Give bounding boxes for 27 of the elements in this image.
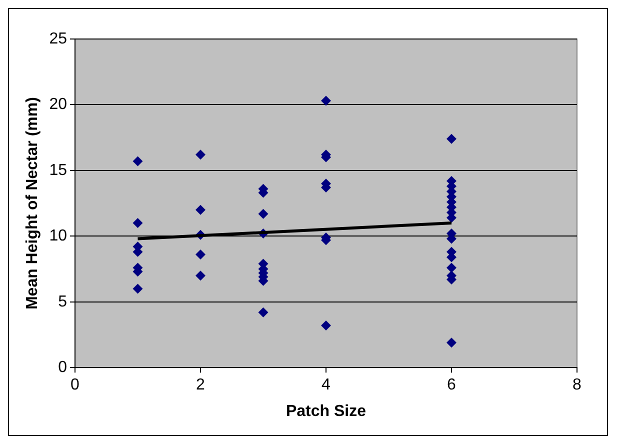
point — [321, 320, 331, 331]
point — [196, 250, 206, 260]
y-tick-label: 10 — [49, 228, 68, 245]
point — [132, 156, 143, 166]
x-axis-title: Patch Size — [286, 402, 366, 420]
point — [258, 208, 268, 219]
y-tick-label: 0 — [58, 359, 68, 376]
x-tick-label: 4 — [322, 376, 331, 394]
x-tick-label: 2 — [196, 376, 206, 394]
x-tick-label: 0 — [70, 376, 80, 394]
point — [196, 204, 206, 215]
y-tick-label: 5 — [58, 293, 68, 310]
point — [196, 150, 206, 160]
y-tick-label: 25 — [49, 30, 68, 48]
point — [446, 338, 456, 348]
point — [446, 262, 456, 273]
x-tick-label: 6 — [447, 376, 456, 394]
x-tick-label: 8 — [572, 376, 582, 394]
point — [132, 218, 143, 228]
y-tick-label: 15 — [49, 162, 68, 179]
y-axis-title: Mean Height of Nectar (mm) — [24, 97, 42, 310]
point — [446, 134, 456, 144]
y-tick-label: 20 — [49, 96, 68, 114]
point — [321, 96, 331, 106]
point — [258, 307, 268, 318]
point — [196, 270, 206, 281]
point — [132, 284, 143, 294]
